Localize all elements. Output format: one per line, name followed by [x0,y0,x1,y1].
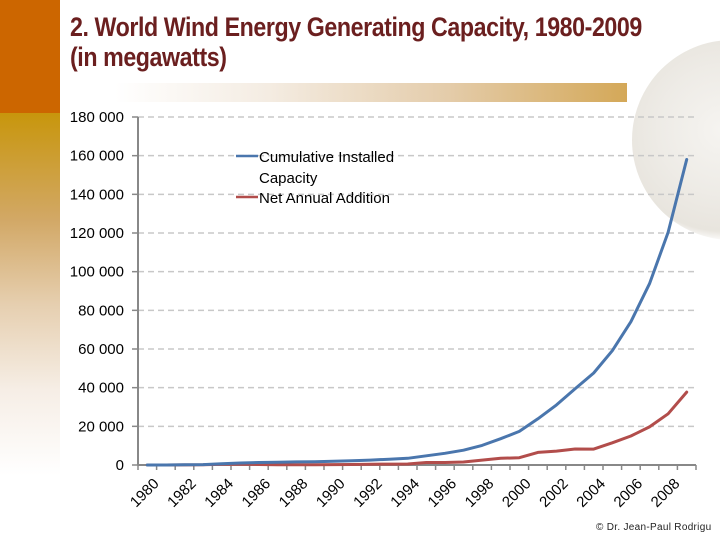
y-tick-label: 180 000 [70,109,124,126]
x-tick-label: 1984 [201,475,237,511]
x-tick-label: 2002 [536,475,572,511]
legend-label-net-annual: Net Annual Addition [259,190,390,207]
x-tick-label: 1996 [425,475,461,511]
title-underline-bar [115,83,627,102]
y-axis-ticks: 0 20 000 40 000 60 000 80 000 100 000 120 000 1… [70,109,138,474]
accent-orange-block [0,0,60,113]
copyright-notice: © Dr. Jean-Paul Rodrigu [596,522,712,533]
x-tick-label: 1982 [164,475,200,511]
x-tick-label: 2008 [648,475,684,511]
y-tick-label: 60 000 [78,341,124,358]
slide-title-line1: 2. World Wind Energy Generating Capacity… [70,12,642,42]
legend: Cumulative Installed Capacity Net Annual… [236,149,394,207]
x-tick-label: 1994 [387,475,423,511]
x-tick-label: 1980 [127,475,163,511]
y-tick-label: 140 000 [70,186,124,203]
x-tick-label: 2006 [611,475,647,511]
x-tick-label: 1990 [313,475,349,511]
cumulative-installed-capacity-line [145,158,689,467]
y-tick-label: 120 000 [70,225,124,242]
legend-label-cumulative-line2: Capacity [259,170,318,187]
y-tick-label: 0 [116,457,124,474]
y-tick-label: 80 000 [78,302,124,319]
y-tick-label: 160 000 [70,148,124,165]
net-annual-addition-line [145,390,689,467]
x-tick-label: 1986 [239,475,275,511]
accent-gradient-strip [0,113,60,540]
x-tick-label: 2004 [573,475,609,511]
slide-title-line2: (in megawatts) [70,42,227,72]
x-tick-label: 2000 [499,475,535,511]
x-tick-label: 1988 [276,475,312,511]
legend-label-cumulative: Cumulative Installed [259,149,394,166]
y-tick-label: 40 000 [78,380,124,397]
x-tick-label: 1998 [462,475,498,511]
series-lines [145,158,689,467]
axes [137,117,696,466]
y-tick-label: 100 000 [70,264,124,281]
gridlines [138,116,696,428]
slide-title: 2. World Wind Energy Generating Capacity… [70,12,642,72]
y-tick-label: 20 000 [78,418,124,435]
x-axis-ticks: 1980 1982 1984 1986 1988 1990 1992 1994 1996 1998… [127,465,697,511]
x-tick-label: 1992 [350,475,386,511]
